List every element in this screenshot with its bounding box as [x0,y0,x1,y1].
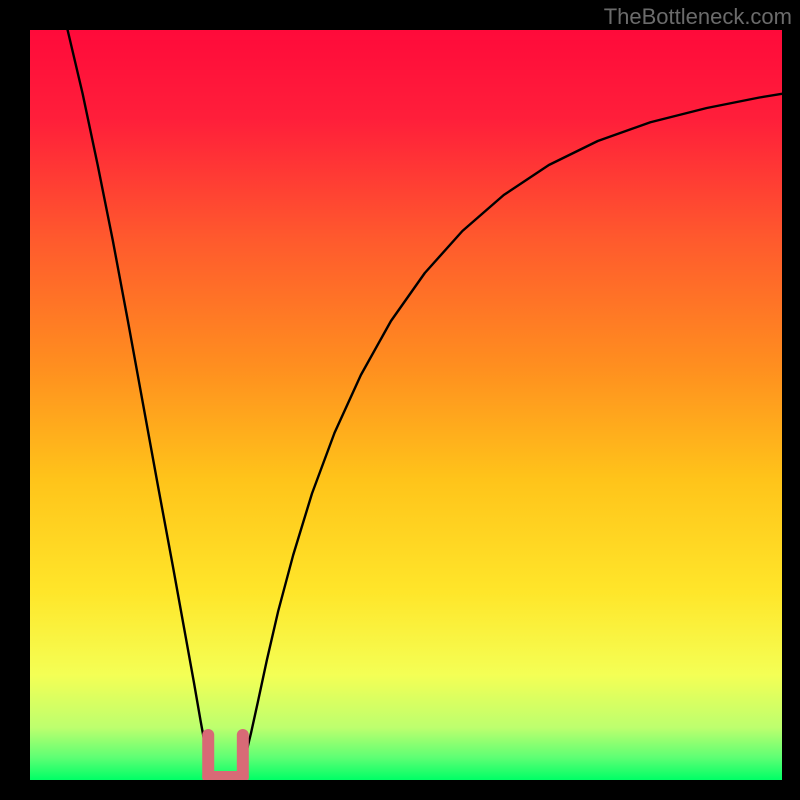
curve-layer [30,30,782,780]
plot-area [30,30,782,780]
chart-container: TheBottleneck.com [0,0,800,800]
watermark-text: TheBottleneck.com [604,4,792,30]
bottleneck-curve [68,30,782,778]
